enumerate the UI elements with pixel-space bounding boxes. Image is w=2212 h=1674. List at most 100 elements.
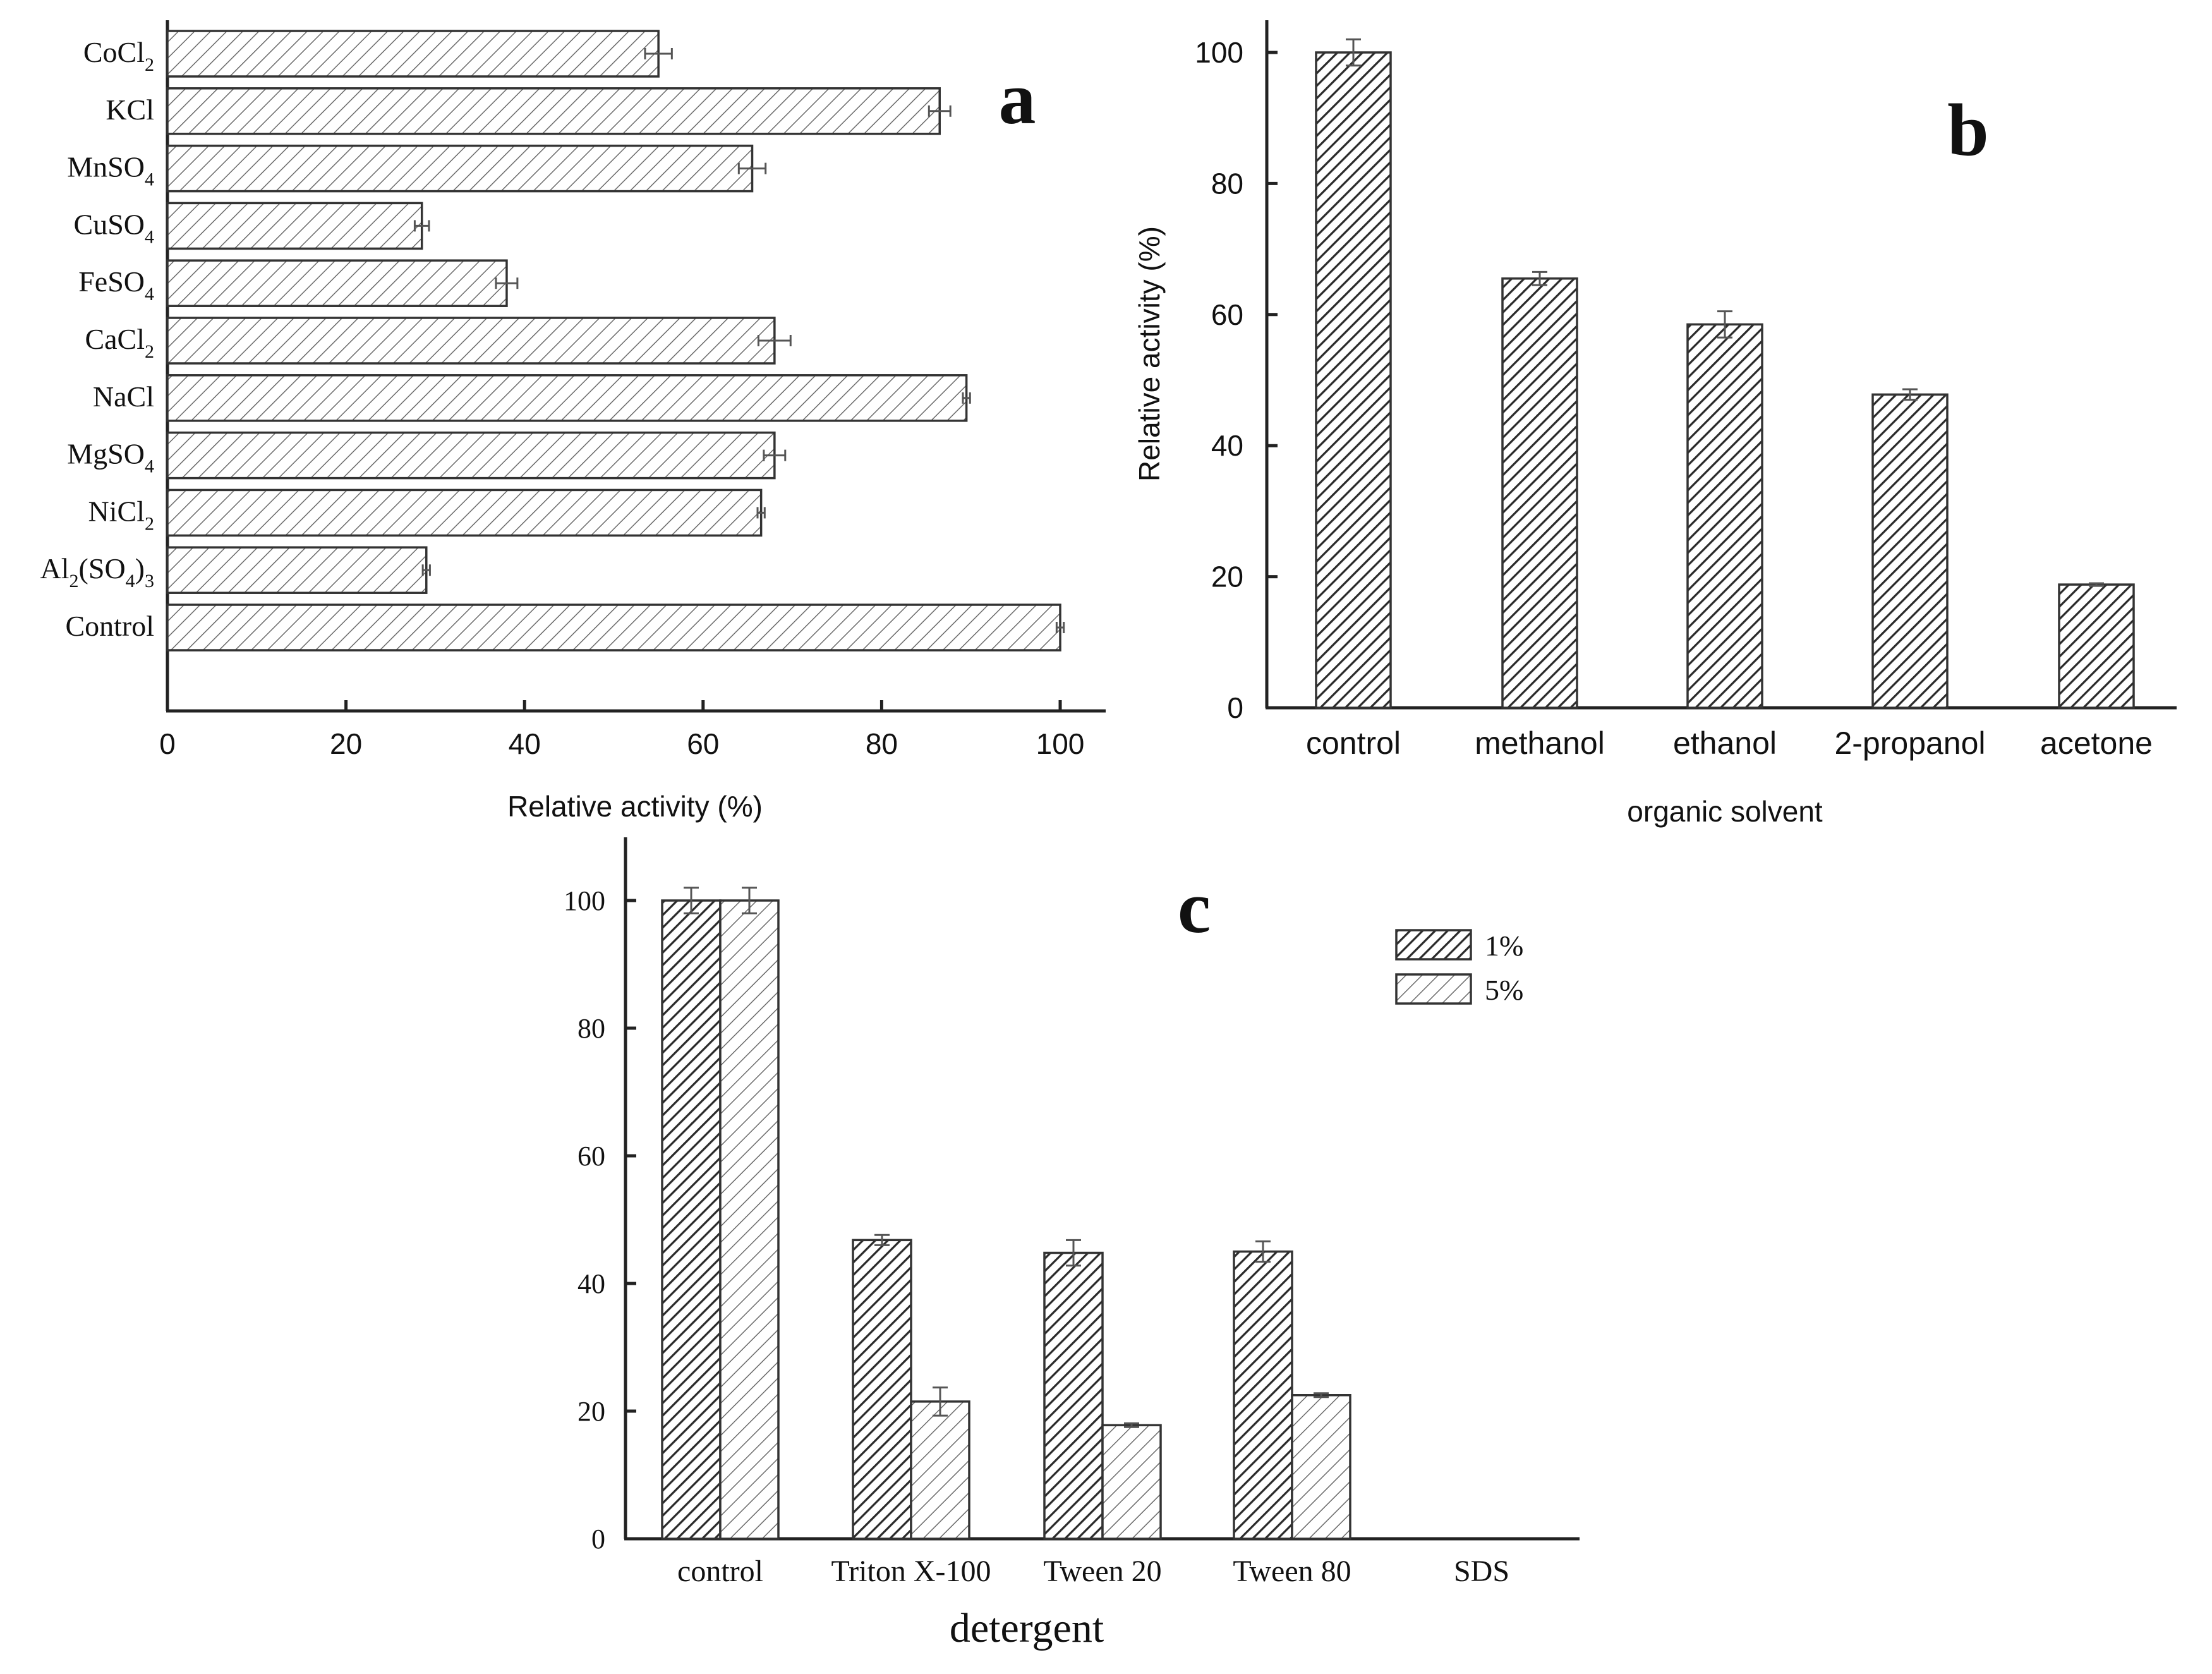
panel-c-category-label: SDS xyxy=(1454,1555,1509,1588)
legend-label-1pct: 1% xyxy=(1485,930,1523,962)
panel-a-category-label: CaCl2 xyxy=(85,323,154,362)
panel-c-y-tick-label: 100 xyxy=(564,885,605,916)
panel-a-label: a xyxy=(999,57,1036,140)
panel-b-y-axis-label: Relative activity (%) xyxy=(1133,226,1166,482)
panel-c-y-tick-label: 0 xyxy=(591,1524,605,1555)
panel-a-error-bar xyxy=(1055,622,1065,633)
panel-c-category-label: Triton X-100 xyxy=(831,1555,991,1588)
panel-a-bar xyxy=(166,259,508,307)
panel-b-bar xyxy=(1315,51,1392,709)
panel-a-category-label: FeSO4 xyxy=(78,265,154,305)
panel-b-bar xyxy=(1686,323,1763,709)
panel-a-category-label: CoCl2 xyxy=(83,36,154,75)
panel-c-error-bar xyxy=(933,1386,948,1417)
panel-c-error-bar xyxy=(1066,1239,1081,1267)
panel-a-error-bar xyxy=(644,48,673,59)
panel-a-error-bar xyxy=(737,162,767,174)
panel-c-label: c xyxy=(1178,866,1211,949)
panel-b-bar-chart: 0 20 40 60 80 100 control methanol ethanol 2-pro… xyxy=(1133,20,2177,828)
panel-b-y-tick-label: 0 xyxy=(1227,691,1243,724)
panel-a-category-label: KCl xyxy=(106,94,154,126)
panel-c-y-tick-label: 60 xyxy=(577,1141,605,1172)
panel-c-error-bar xyxy=(1314,1392,1329,1398)
panel-b-category-label: control xyxy=(1306,725,1401,761)
panel-b-error-bar xyxy=(1902,388,1918,401)
panel-c-bar xyxy=(910,1400,970,1540)
panel-a-bar xyxy=(166,87,941,135)
panel-b-error-bar xyxy=(2089,582,2104,587)
panel-a-category-label: Control xyxy=(65,610,154,642)
panel-b-category-label: acetone xyxy=(2040,725,2153,761)
panel-a-category-label: NaCl xyxy=(93,380,154,413)
panel-c-error-bar xyxy=(742,887,757,914)
panel-c-category-label: Tween 80 xyxy=(1233,1555,1351,1588)
panel-a-x-tick-label: 60 xyxy=(687,727,719,760)
panel-c-bar xyxy=(1101,1424,1162,1540)
panel-c-bar xyxy=(661,899,722,1540)
panel-a-bar xyxy=(166,431,776,480)
panel-b-y-tick-label: 20 xyxy=(1211,561,1243,593)
panel-a-category-label: Al2(SO4)3 xyxy=(40,552,154,591)
panel-a-x-axis-label: Relative activity (%) xyxy=(507,790,763,823)
panel-b-x-axis-label: organic solvent xyxy=(1627,795,1823,828)
panel-a-bar xyxy=(166,603,1061,652)
panel-a-error-bar xyxy=(757,335,792,346)
panel-c-bar xyxy=(1043,1251,1104,1540)
panel-a-error-bar xyxy=(421,564,431,576)
panel-b-category-label: methanol xyxy=(1475,725,1605,761)
panel-b-y-tick-label: 80 xyxy=(1211,167,1243,200)
panel-a-x-tick-label: 0 xyxy=(159,727,176,760)
panel-c-error-bar xyxy=(1124,1422,1139,1428)
panel-b-y-tick-label: 100 xyxy=(1195,36,1243,69)
panel-c-x-axis-label: detergent xyxy=(950,1605,1104,1651)
panel-b-error-bar xyxy=(1717,310,1732,339)
panel-a-bar-chart: 0 20 40 60 80 100 CoCl2 KCl MnSO4 CuSO4 FeSO4 CaCl… xyxy=(40,20,1106,823)
panel-a-error-bar xyxy=(962,392,971,404)
panel-c-category-label: Tween 20 xyxy=(1043,1555,1161,1588)
panel-a-bar xyxy=(166,546,428,594)
panel-a-bar xyxy=(166,202,423,250)
panel-a-x-tick-label: 100 xyxy=(1036,727,1085,760)
panel-c-error-bar xyxy=(1255,1240,1271,1263)
panel-b-bar xyxy=(2058,583,2135,709)
panel-b-error-bar xyxy=(1346,38,1361,67)
panel-c-y-tick-label: 40 xyxy=(577,1268,605,1299)
panel-a-category-label: CuSO4 xyxy=(74,208,154,247)
panel-a-bar xyxy=(166,374,968,422)
panel-a-category-label: NiCl2 xyxy=(88,495,154,534)
panel-a-bar xyxy=(166,488,763,537)
panel-c-y-tick-label: 20 xyxy=(577,1396,605,1427)
panel-a-error-bar xyxy=(756,507,766,519)
panel-c-y-tick-label: 80 xyxy=(577,1013,605,1044)
panel-b-bar xyxy=(1871,393,1949,709)
panel-c-bar xyxy=(1291,1394,1351,1540)
legend-swatch-5pct xyxy=(1395,973,1472,1005)
panel-b-category-label: 2-propanol xyxy=(1834,725,1985,761)
panel-c-error-bar xyxy=(684,887,699,914)
panel-a-x-tick-label: 20 xyxy=(330,727,362,760)
panel-c-bar xyxy=(719,899,780,1540)
legend-swatch-1pct xyxy=(1395,929,1472,961)
panel-a-bar xyxy=(166,317,776,365)
panel-a-error-bar xyxy=(928,105,952,117)
panel-c-error-bar xyxy=(874,1234,890,1246)
panel-a-x-tick-label: 40 xyxy=(509,727,541,760)
panel-a-error-bar xyxy=(763,449,787,461)
legend-label-5pct: 5% xyxy=(1485,974,1523,1006)
panel-c-bar-chart: 0 20 40 60 80 100 control Triton X-100 Tween 20… xyxy=(564,837,1580,1651)
panel-b-y-tick-label: 60 xyxy=(1211,298,1243,331)
panel-b-category-label: ethanol xyxy=(1673,725,1777,761)
panel-a-error-bar xyxy=(413,220,430,232)
panel-c-bar xyxy=(1233,1250,1293,1540)
panel-a-bar xyxy=(166,144,754,193)
panel-b-y-tick-label: 40 xyxy=(1211,429,1243,462)
panel-a-error-bar xyxy=(495,277,519,289)
panel-c-bar xyxy=(852,1239,912,1540)
panel-b-label: b xyxy=(1947,88,1989,171)
panel-b-error-bar xyxy=(1532,270,1547,286)
panel-a-category-label: MgSO4 xyxy=(67,438,154,477)
panel-c-legend: 1% 5% xyxy=(1395,929,1523,1006)
panel-a-category-label: MnSO4 xyxy=(67,151,154,190)
panel-c-category-label: control xyxy=(677,1555,763,1588)
